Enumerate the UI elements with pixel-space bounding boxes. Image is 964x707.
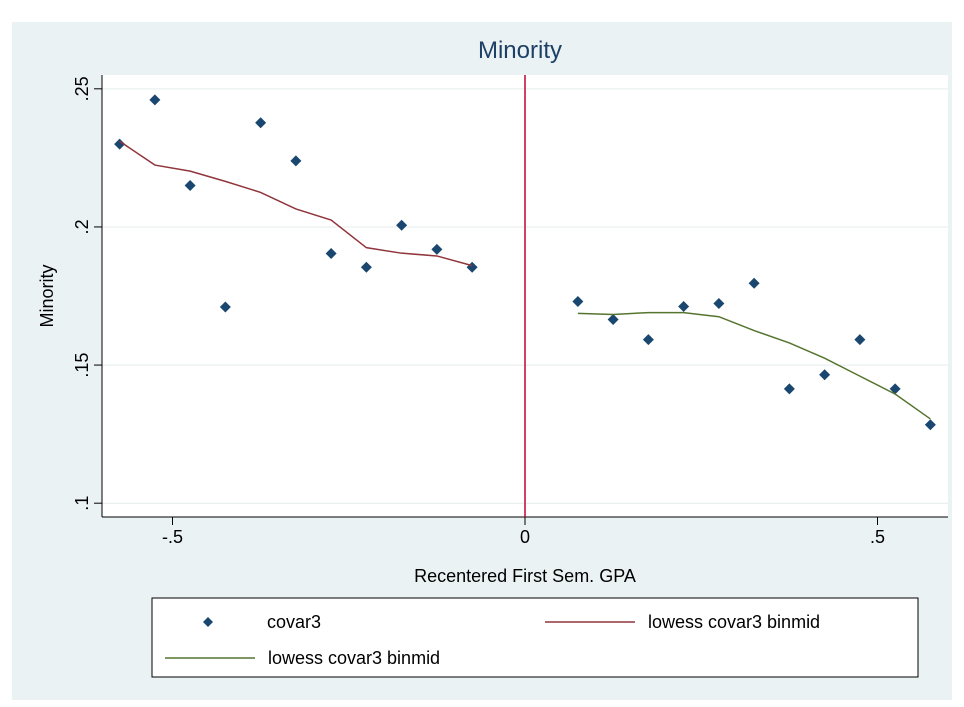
point [854,334,866,346]
point [642,334,654,346]
point [325,247,337,259]
y-axis-label: Minority [37,264,57,327]
legend-box [151,597,919,678]
y-tick-label: .25 [72,76,92,101]
point [572,296,584,308]
point [819,369,831,381]
y-tick-label: .15 [72,353,92,378]
point [889,383,901,395]
lowess-line [119,140,473,267]
legend-label: lowess covar3 binmid [268,648,440,668]
x-tick-label: -.5 [162,527,183,547]
chart-title: Minority [478,37,562,64]
point [114,138,126,150]
point [184,180,196,191]
point [783,383,795,395]
y-tick-label: .1 [72,496,92,511]
point [396,219,408,231]
x-axis-label: Recentered First Sem. GPA [414,566,636,586]
x-tick-label: .5 [870,527,885,547]
point [748,277,760,289]
point [678,300,690,312]
y-tick-label: .2 [72,219,92,234]
point [360,261,372,273]
point [255,117,267,129]
point [290,155,302,167]
lowess-line [577,311,931,420]
point [713,297,725,309]
legend-label: covar3 [267,612,321,632]
point [924,419,936,431]
legend-label: lowess covar3 binmid [648,612,820,632]
point [607,313,619,325]
point [219,301,231,313]
legend-marker [203,617,213,627]
point [431,243,443,255]
point [149,94,161,106]
x-tick-label: 0 [520,527,530,547]
